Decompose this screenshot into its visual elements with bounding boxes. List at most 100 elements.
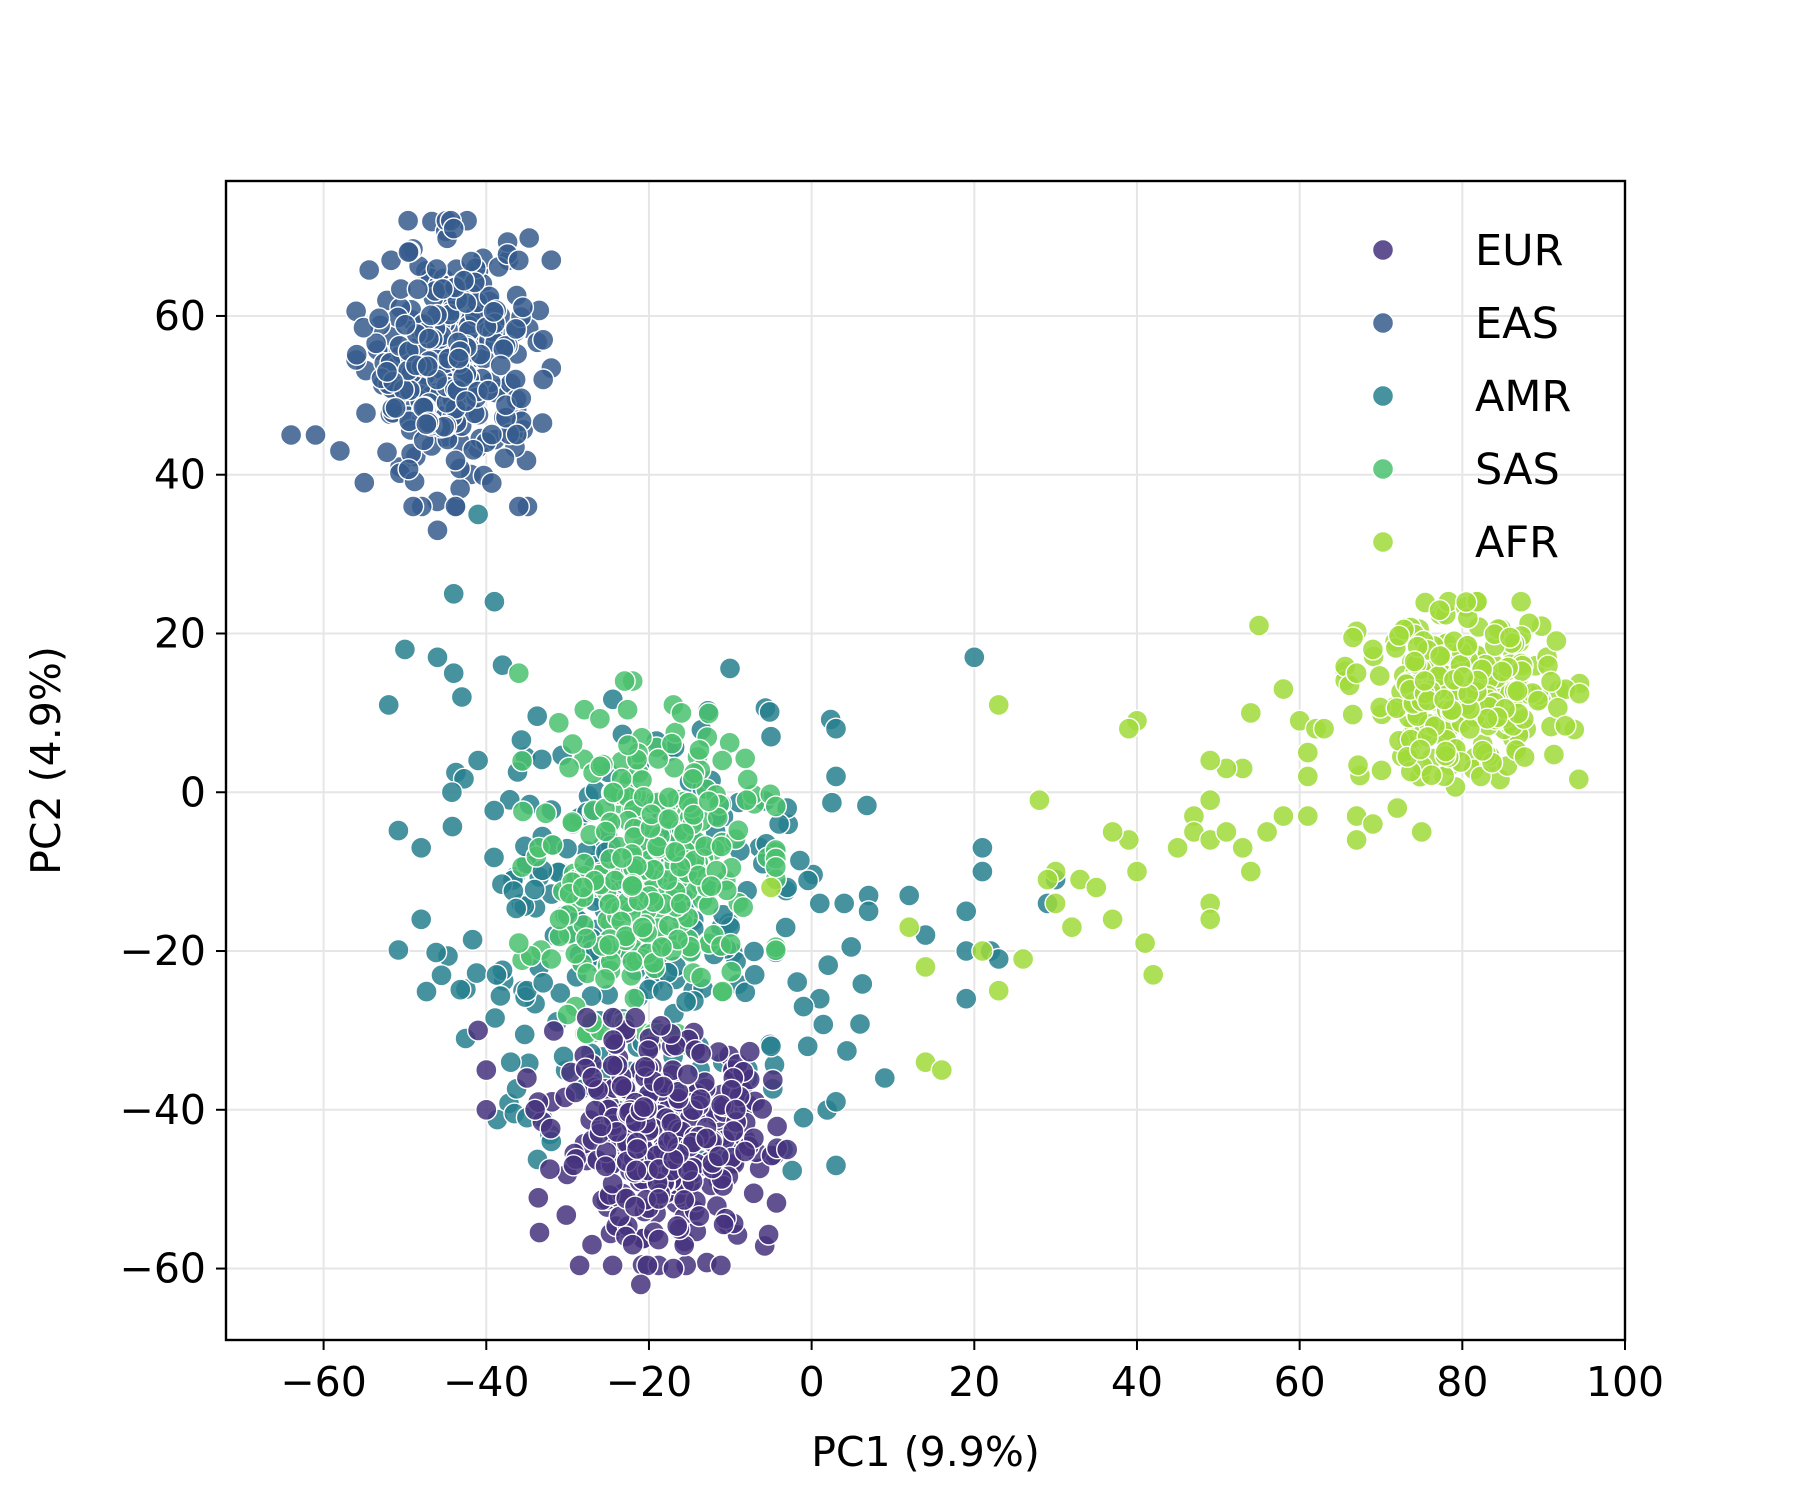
series-afr	[759, 590, 1591, 1082]
point-afr	[1141, 963, 1165, 986]
point-amr	[971, 860, 994, 883]
point-sas	[764, 939, 787, 962]
point-afr	[1028, 789, 1051, 812]
point-sas	[598, 892, 621, 916]
point-afr	[1239, 701, 1263, 725]
point-amr	[523, 878, 546, 901]
point-amr	[466, 503, 490, 526]
point-eur	[590, 1115, 613, 1138]
point-eas	[384, 396, 407, 420]
point-sas	[571, 876, 595, 899]
point-afr	[1272, 804, 1295, 828]
point-eur	[722, 1119, 745, 1143]
point-sas	[511, 800, 535, 823]
legend-marker	[1371, 238, 1395, 262]
point-amr	[840, 935, 863, 959]
point-amr	[483, 590, 506, 613]
point-eur	[515, 1066, 539, 1090]
point-amr	[580, 984, 603, 1008]
point-afr	[1166, 836, 1189, 859]
y-tick-label: 60	[154, 292, 206, 340]
point-amr	[824, 765, 848, 788]
point-sas	[548, 908, 571, 931]
legend-marker	[1371, 457, 1395, 481]
point-eas	[444, 449, 467, 472]
point-sas	[689, 966, 713, 989]
point-sas	[670, 701, 693, 725]
point-sas	[736, 768, 759, 791]
point-afr	[1451, 665, 1475, 689]
point-amr	[485, 963, 508, 987]
point-sas	[657, 786, 681, 809]
point-sas	[589, 755, 612, 778]
point-sas	[711, 980, 734, 1003]
point-eas	[364, 332, 388, 355]
point-eur	[568, 1254, 591, 1277]
point-amr	[820, 791, 844, 814]
point-eur	[652, 1075, 675, 1098]
point-afr	[1410, 820, 1433, 844]
point-eur	[562, 1154, 585, 1177]
point-sas	[697, 702, 720, 725]
point-afr	[1272, 677, 1295, 701]
legend: EUR EAS AMR SAS AFR	[1371, 226, 1571, 568]
point-amr	[759, 1035, 783, 1058]
point-eur	[689, 1042, 713, 1065]
point-eas	[397, 458, 420, 481]
point-afr	[1198, 749, 1222, 772]
point-sas	[564, 942, 587, 965]
point-afr	[1428, 644, 1452, 668]
point-sas	[510, 749, 534, 773]
point-sas	[573, 852, 596, 875]
point-amr	[549, 981, 572, 1005]
point-amr	[442, 662, 465, 685]
point-amr	[499, 1050, 522, 1074]
point-amr	[817, 954, 840, 977]
point-amr	[812, 1013, 835, 1036]
point-afr	[1471, 739, 1494, 762]
point-afr	[1513, 745, 1536, 769]
point-amr	[393, 638, 417, 661]
point-eas	[375, 441, 399, 464]
point-afr	[1386, 796, 1409, 820]
point-afr	[1198, 908, 1222, 931]
point-eur	[649, 1014, 673, 1038]
point-amr	[483, 1006, 507, 1030]
y-tick-label: −20	[119, 927, 206, 975]
point-eur	[733, 1140, 757, 1163]
point-eur	[594, 1155, 617, 1178]
point-sas	[660, 732, 684, 755]
point-eas	[394, 313, 417, 336]
point-afr	[1133, 931, 1157, 955]
point-eur	[575, 1006, 598, 1029]
x-tick-label: 80	[1436, 1358, 1488, 1406]
point-amr	[415, 980, 438, 1003]
legend-marker	[1371, 311, 1395, 335]
point-afr	[1239, 860, 1263, 883]
point-afr	[1345, 662, 1368, 685]
point-eur	[757, 1223, 780, 1246]
point-eas	[328, 439, 352, 463]
point-eur	[539, 1117, 562, 1140]
point-afr	[1434, 740, 1458, 763]
point-afr	[898, 916, 921, 939]
point-eas	[353, 471, 376, 494]
point-eas	[442, 217, 465, 240]
point-afr	[1101, 820, 1124, 844]
point-eas	[406, 278, 429, 301]
point-amr	[718, 657, 742, 680]
series-eur	[466, 1006, 799, 1296]
point-eas	[455, 291, 478, 315]
point-eas	[417, 327, 441, 350]
point-amr	[442, 582, 465, 605]
point-afr	[1125, 860, 1149, 883]
point-amr	[971, 836, 994, 859]
point-amr	[774, 916, 797, 939]
point-sas	[610, 846, 634, 870]
point-afr	[1060, 916, 1084, 939]
point-afr	[1341, 626, 1365, 649]
point-eas	[532, 368, 555, 391]
point-eur	[666, 1214, 689, 1238]
point-amr	[873, 1066, 896, 1090]
point-eur	[466, 1019, 490, 1042]
